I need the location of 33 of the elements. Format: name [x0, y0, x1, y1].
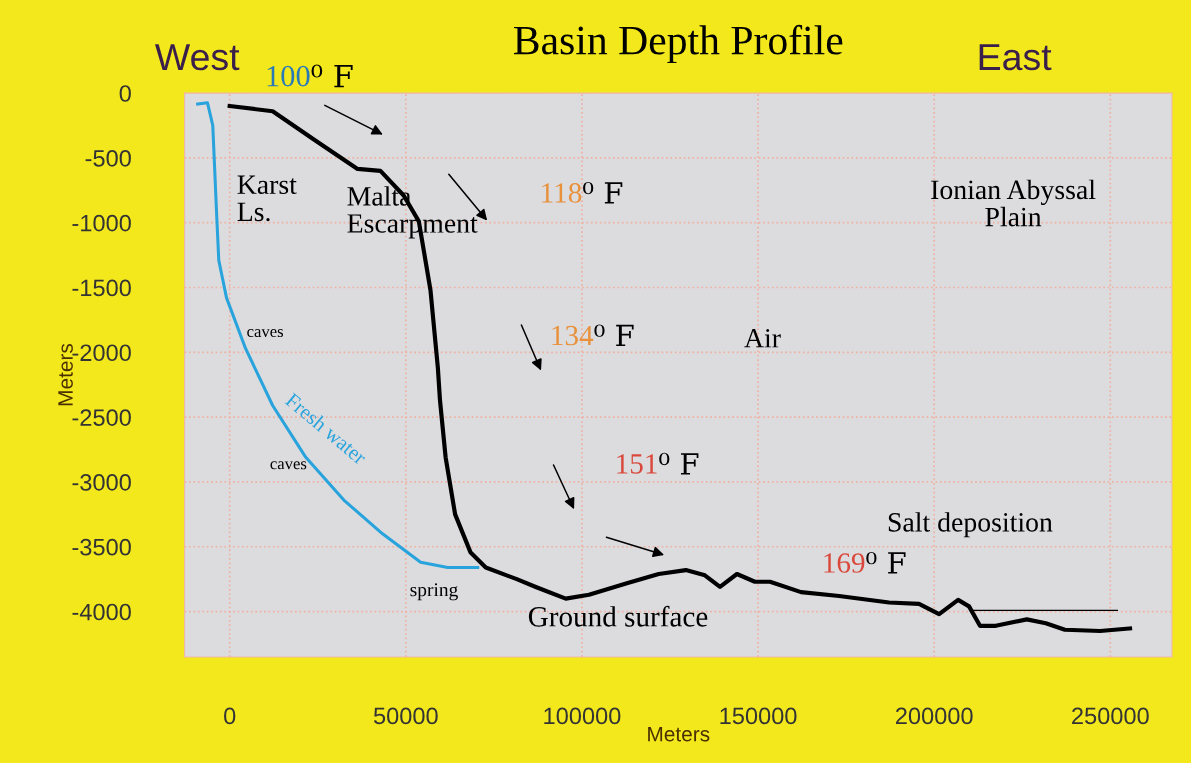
x-tick-label: 150000 [720, 707, 797, 725]
x-tick-label: 50000 [373, 707, 438, 725]
x-axis-title: Meters [648, 726, 710, 742]
y-tick-label: -1000 [72, 214, 131, 232]
y-tick-label: -2500 [72, 409, 131, 426]
x-tick-label: 250000 [1072, 707, 1149, 725]
annotation: 134⁰ F [552, 324, 634, 347]
text: 100⁰ F [267, 64, 353, 88]
y-tick-label: 0 [119, 85, 131, 102]
annotation: Air [744, 328, 781, 348]
x-tick-label: 0 [224, 707, 236, 725]
annotation: 151⁰ F [617, 452, 699, 475]
x-tick-label: 100000 [544, 707, 621, 725]
annotation: Ionian Abyssal Plain [931, 179, 1096, 227]
annotation: Karst Ls. [237, 175, 297, 222]
y-tick-label: -4000 [72, 603, 131, 621]
chart-title: Basin Depth Profile [513, 24, 843, 64]
y-axis-title: Meters [58, 343, 73, 406]
annotation: 118⁰ F [542, 181, 623, 204]
x-tick-label: 200000 [895, 707, 973, 725]
annotation: caves [270, 461, 307, 470]
text: West [154, 44, 240, 71]
y-tick-label: -500 [85, 149, 131, 167]
annotation: Salt deposition [888, 512, 1053, 538]
y-tick-label: -3500 [72, 538, 131, 556]
text: East [979, 44, 1052, 71]
y-tick-label: -1500 [72, 279, 131, 297]
annotation: Ground surface [528, 605, 708, 627]
annotation: 169⁰ F [824, 551, 906, 574]
y-tick-label: -3000 [72, 474, 131, 491]
annotation: caves [247, 329, 284, 338]
annotation: spring [410, 583, 458, 601]
y-tick-label: -2000 [72, 344, 131, 362]
